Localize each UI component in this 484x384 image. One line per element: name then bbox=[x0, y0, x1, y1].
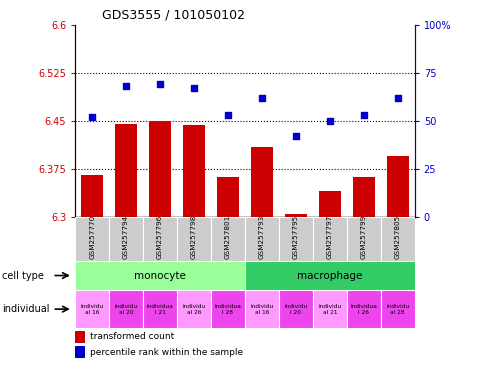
Bar bbox=[109, 290, 143, 328]
Text: individu
al 26: individu al 26 bbox=[182, 304, 205, 314]
Text: GSM257796: GSM257796 bbox=[157, 215, 163, 259]
Text: individua
l 21: individua l 21 bbox=[146, 304, 173, 314]
Text: individu
l 20: individu l 20 bbox=[284, 304, 307, 314]
Bar bbox=[109, 217, 143, 261]
Bar bbox=[177, 290, 211, 328]
Bar bbox=[346, 217, 380, 261]
Text: macrophage: macrophage bbox=[297, 270, 362, 281]
Bar bbox=[386, 156, 408, 217]
Text: cell type: cell type bbox=[2, 270, 44, 281]
Bar bbox=[216, 177, 239, 217]
Bar bbox=[250, 147, 272, 217]
Bar bbox=[244, 290, 278, 328]
Point bbox=[359, 112, 367, 118]
Bar bbox=[380, 290, 414, 328]
Text: GSM257799: GSM257799 bbox=[360, 215, 366, 259]
Bar bbox=[211, 217, 244, 261]
Bar bbox=[278, 217, 312, 261]
Bar bbox=[352, 177, 374, 217]
Bar bbox=[182, 126, 205, 217]
Text: individua
l 26: individua l 26 bbox=[349, 304, 377, 314]
Text: individu
al 16: individu al 16 bbox=[80, 304, 104, 314]
Text: individu
al 16: individu al 16 bbox=[250, 304, 273, 314]
Text: individua
l 28: individua l 28 bbox=[214, 304, 241, 314]
Bar bbox=[75, 331, 85, 343]
Text: GSM257770: GSM257770 bbox=[89, 215, 95, 259]
Point bbox=[88, 114, 96, 120]
Bar bbox=[81, 175, 103, 217]
Bar bbox=[346, 290, 380, 328]
Bar bbox=[312, 217, 346, 261]
Bar bbox=[284, 214, 306, 217]
Text: GSM257797: GSM257797 bbox=[326, 215, 332, 259]
Point bbox=[291, 133, 299, 139]
Text: GDS3555 / 101050102: GDS3555 / 101050102 bbox=[102, 8, 245, 21]
Point bbox=[257, 95, 265, 101]
Bar bbox=[211, 290, 244, 328]
Bar bbox=[75, 290, 109, 328]
Bar bbox=[75, 217, 109, 261]
Bar bbox=[143, 217, 177, 261]
Text: GSM257794: GSM257794 bbox=[123, 215, 129, 259]
Text: GSM257801: GSM257801 bbox=[225, 215, 230, 259]
Bar bbox=[115, 124, 137, 217]
Bar bbox=[244, 261, 414, 290]
Text: transformed count: transformed count bbox=[90, 332, 174, 341]
Bar bbox=[312, 290, 346, 328]
Text: individual: individual bbox=[2, 304, 50, 314]
Point bbox=[325, 118, 333, 124]
Text: GSM257798: GSM257798 bbox=[191, 215, 197, 259]
Text: GSM257805: GSM257805 bbox=[394, 215, 400, 259]
Bar bbox=[380, 217, 414, 261]
Bar bbox=[278, 290, 312, 328]
Point bbox=[224, 112, 231, 118]
Bar bbox=[244, 217, 278, 261]
Point bbox=[122, 83, 130, 89]
Text: percentile rank within the sample: percentile rank within the sample bbox=[90, 348, 243, 357]
Bar bbox=[75, 346, 85, 358]
Bar bbox=[143, 290, 177, 328]
Point bbox=[393, 95, 401, 101]
Bar bbox=[318, 191, 340, 217]
Point bbox=[156, 81, 164, 88]
Text: GSM257795: GSM257795 bbox=[292, 215, 298, 259]
Text: individu
al 28: individu al 28 bbox=[385, 304, 408, 314]
Text: individu
al 20: individu al 20 bbox=[114, 304, 137, 314]
Bar bbox=[177, 217, 211, 261]
Point bbox=[190, 85, 197, 91]
Text: individu
al 21: individu al 21 bbox=[318, 304, 341, 314]
Text: monocyte: monocyte bbox=[134, 270, 185, 281]
Bar bbox=[75, 261, 244, 290]
Bar bbox=[149, 121, 171, 217]
Text: GSM257793: GSM257793 bbox=[258, 215, 264, 259]
